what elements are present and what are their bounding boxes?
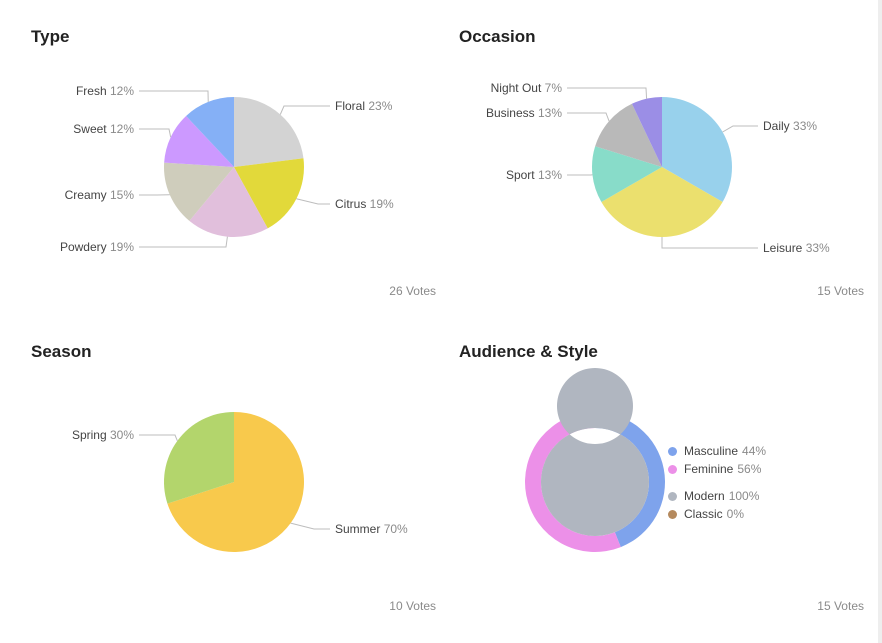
donut-segment-feminine: [525, 412, 621, 552]
legend-item-modern: Modern 100%: [668, 487, 766, 505]
slice-percent: 33%: [793, 119, 817, 133]
season-pie-chart: Summer 70% Spring 30%: [72, 412, 408, 552]
slice-percent: 23%: [368, 99, 392, 113]
slice-percent: 70%: [384, 522, 408, 536]
audience-donut-chart: [525, 368, 665, 552]
slice-label-sweet: Sweet 12%: [73, 122, 134, 136]
slice-percent: 33%: [806, 241, 830, 255]
type-pie-chart: Floral 23% Citrus 19% Powdery 19% Creamy 15…: [60, 84, 394, 254]
legend-pct: 0%: [726, 507, 745, 521]
slice-label-sport: Sport 13%: [506, 168, 562, 182]
slice-percent: 19%: [370, 197, 394, 211]
pie-slice-daily: [662, 97, 732, 202]
occasion-chart-panel: Occasion Daily 33% Leisure 33% Sport 13% Bu…: [440, 0, 864, 310]
legend-dot: [668, 491, 677, 501]
donut-segment-modern: [540, 368, 649, 536]
chart-title: Season: [31, 342, 92, 361]
leader-line: [567, 112, 610, 122]
slice-label-powdery: Powdery 19%: [60, 240, 134, 254]
pie-slice-sport: [592, 146, 662, 202]
slice-label-night-out: Night Out 7%: [491, 81, 563, 95]
chart-title: Audience & Style: [459, 342, 598, 361]
pie-slice-citrus: [234, 158, 304, 229]
slice-percent: 13%: [538, 106, 562, 120]
leader-line: [567, 87, 648, 99]
slice-percent: 19%: [110, 240, 134, 254]
slice-percent: 12%: [110, 122, 134, 136]
slice-label-business: Business 13%: [486, 106, 562, 120]
type-chart-panel: Type Floral 23% Citrus 19% Powdery 19% Crea…: [12, 0, 436, 310]
pie-slice-night-out: [631, 97, 662, 167]
legend-item-feminine: Feminine 56%: [668, 460, 766, 478]
slice-percent: 15%: [110, 188, 134, 202]
slice-label-leisure: Leisure 33%: [763, 241, 830, 255]
leader-line: [722, 125, 758, 133]
slice-percent: 12%: [110, 84, 134, 98]
legend-dot: [668, 464, 677, 474]
legend-label: Modern: [684, 489, 725, 503]
leader-line: [139, 90, 209, 102]
slice-label-summer: Summer 70%: [335, 522, 408, 536]
audience-style-chart-panel: Audience & Style Masculine 44% Feminine …: [440, 315, 864, 625]
pie-slice-floral: [234, 97, 304, 167]
votes-count: 10 Votes: [389, 599, 436, 613]
leader-line: [139, 128, 172, 138]
legend-item-masculine: Masculine 44%: [668, 442, 766, 460]
pie-slice-creamy: [163, 162, 234, 221]
votes-count: 15 Votes: [817, 599, 864, 613]
slice-percent: 7%: [545, 81, 563, 95]
pie-slice-powdery: [189, 167, 268, 237]
legend-pct: 100%: [728, 489, 760, 503]
pie-slice-sweet: [164, 115, 234, 167]
slice-percent: 30%: [110, 428, 134, 442]
votes-count: 26 Votes: [389, 284, 436, 298]
leader-line: [290, 522, 330, 530]
slice-label-creamy: Creamy 15%: [65, 188, 135, 202]
legend-label: Masculine: [684, 444, 739, 458]
legend-pct: 56%: [737, 462, 762, 476]
leader-line: [279, 105, 330, 115]
legend-label: Classic: [684, 507, 723, 521]
pie-slice-spring: [163, 412, 234, 504]
leader-line: [661, 237, 758, 249]
pie-slice-business: [595, 103, 662, 167]
season-chart-panel: Season Summer 70% Spring 30% 10 Votes: [12, 315, 436, 625]
leader-line: [296, 198, 330, 205]
donut-segment-masculine: [595, 412, 665, 548]
legend-label: Feminine: [684, 462, 734, 476]
occasion-pie-chart: Daily 33% Leisure 33% Sport 13% Business 13…: [486, 81, 830, 255]
slice-percent: 13%: [538, 168, 562, 182]
votes-count: 15 Votes: [817, 284, 864, 298]
pie-slice-fresh: [186, 97, 234, 167]
slice-label-spring: Spring 30%: [72, 428, 134, 442]
slice-label-daily: Daily 33%: [763, 119, 817, 133]
legend-item-classic: Classic 0%: [668, 505, 766, 523]
right-border: [878, 0, 882, 643]
legend-pct: 44%: [742, 444, 767, 458]
pie-slice-summer: [167, 412, 304, 552]
chart-title: Type: [31, 27, 70, 46]
slice-label-fresh: Fresh 12%: [76, 84, 134, 98]
slice-label-floral: Floral 23%: [335, 99, 393, 113]
leader-line: [139, 434, 178, 442]
chart-title: Occasion: [459, 27, 536, 46]
chart-legend: Masculine 44% Feminine 56% Modern 100% C…: [668, 442, 766, 523]
legend-dot: [668, 446, 677, 456]
slice-label-citrus: Citrus 19%: [335, 197, 394, 211]
leader-line: [139, 236, 228, 248]
legend-dot: [668, 509, 677, 519]
